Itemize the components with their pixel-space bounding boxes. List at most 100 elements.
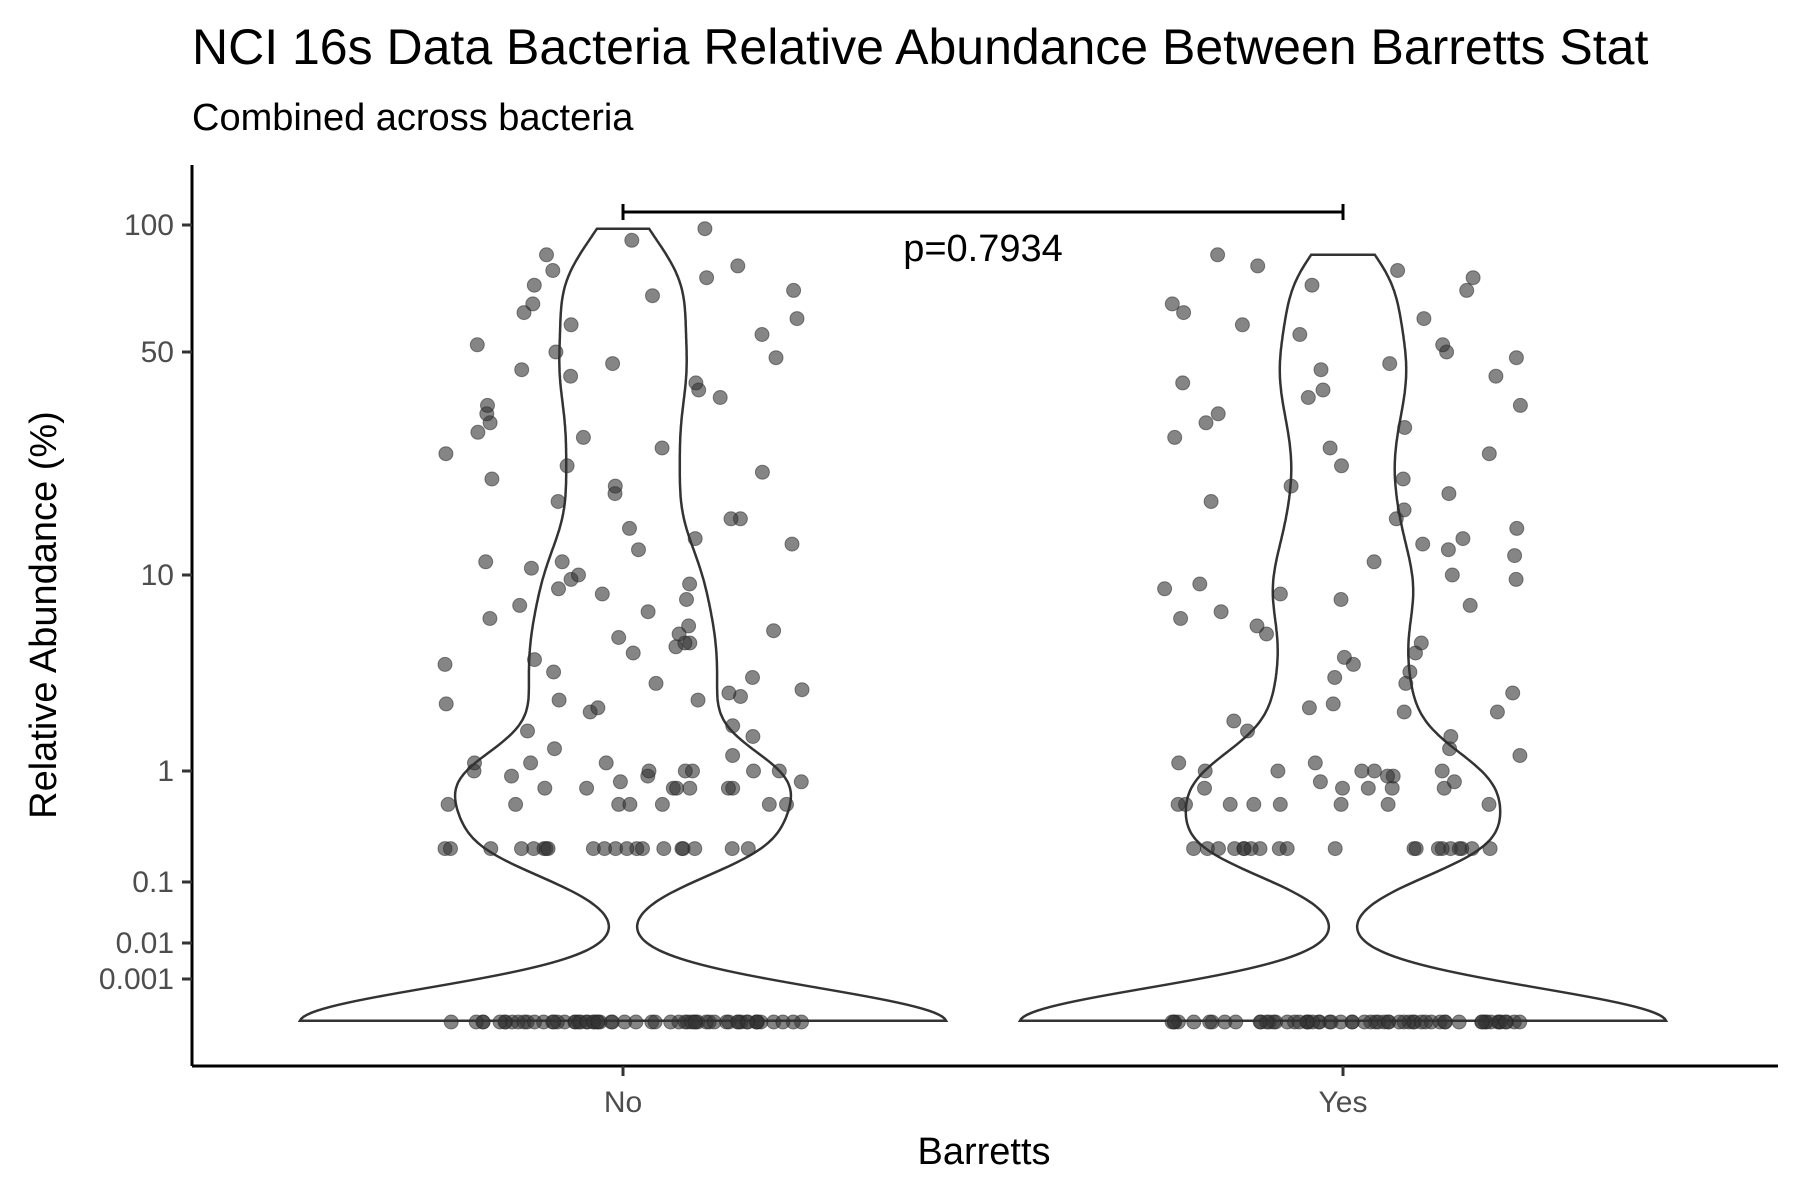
- data-point: [1413, 635, 1429, 651]
- data-point: [504, 768, 519, 784]
- data-point: [1396, 704, 1412, 720]
- data-point: [1292, 327, 1308, 342]
- data-point: [443, 841, 458, 857]
- data-point: [648, 675, 664, 691]
- data-point: [1508, 571, 1524, 587]
- data-point: [1197, 780, 1212, 796]
- data-point: [1192, 576, 1208, 592]
- data-point: [563, 317, 579, 333]
- data-point: [1507, 548, 1523, 564]
- data-point: [1167, 429, 1183, 445]
- data-point: [635, 841, 650, 857]
- data-point: [563, 368, 579, 384]
- data-point: [508, 796, 524, 812]
- data-point: [1366, 554, 1382, 570]
- data-point: [754, 327, 770, 342]
- data-point: [546, 1014, 562, 1030]
- data-point: [1397, 420, 1413, 435]
- data-point: [690, 692, 706, 708]
- data-point: [1186, 841, 1202, 857]
- data-point: [525, 296, 541, 312]
- data-point: [1222, 796, 1238, 812]
- data-point: [1396, 502, 1412, 518]
- data-point: [622, 520, 637, 536]
- data-point: [1459, 282, 1475, 298]
- data-point: [1333, 592, 1349, 607]
- data-point: [1360, 780, 1376, 796]
- data-point: [687, 841, 703, 857]
- data-point: [523, 560, 539, 576]
- data-point: [761, 796, 777, 812]
- y-tick-label: 0.001: [99, 963, 174, 996]
- data-point: [437, 656, 453, 672]
- data-point: [1390, 263, 1406, 278]
- data-point: [1512, 1014, 1528, 1030]
- data-point: [1509, 520, 1525, 536]
- data-point: [514, 841, 529, 857]
- data-point: [645, 288, 660, 304]
- data-point: [605, 356, 621, 372]
- data-point: [663, 1014, 679, 1030]
- data-point: [669, 780, 685, 796]
- data-point: [1315, 382, 1331, 398]
- data-point: [725, 718, 741, 734]
- data-point: [779, 796, 794, 812]
- data-point: [740, 1014, 756, 1030]
- data-point: [1176, 305, 1192, 321]
- data-point: [1497, 1014, 1513, 1030]
- data-point: [1157, 581, 1173, 597]
- data-point: [590, 1014, 606, 1030]
- data-point: [1395, 471, 1411, 487]
- data-point: [1202, 1014, 1218, 1030]
- data-point: [559, 458, 575, 474]
- data-point: [527, 1014, 542, 1030]
- data-point: [624, 232, 640, 248]
- data-point: [1234, 317, 1250, 333]
- data-point: [548, 344, 564, 360]
- data-point: [1380, 768, 1395, 784]
- data-point: [1249, 618, 1265, 634]
- data-point: [1382, 356, 1398, 372]
- data-point: [1512, 397, 1528, 413]
- data-point: [1380, 796, 1396, 812]
- data-point: [1173, 611, 1189, 626]
- data-point: [1246, 796, 1262, 812]
- data-point: [724, 841, 740, 857]
- data-point: [1333, 796, 1349, 812]
- data-point: [1430, 841, 1446, 857]
- data-point: [671, 626, 687, 642]
- chart-subtitle: Combined across bacteria: [192, 97, 634, 139]
- data-point: [526, 277, 542, 293]
- data-point: [794, 682, 810, 698]
- data-point: [1465, 270, 1481, 286]
- data-point: [625, 645, 641, 661]
- data-point: [1243, 841, 1259, 857]
- data-point: [1203, 494, 1219, 509]
- data-point: [793, 774, 809, 790]
- data-point: [656, 841, 672, 857]
- data-point: [679, 592, 694, 607]
- data-point: [1170, 796, 1186, 812]
- data-point: [725, 748, 741, 763]
- data-point: [440, 796, 456, 812]
- data-point: [647, 1014, 663, 1030]
- data-point: [1313, 362, 1329, 378]
- data-point: [551, 692, 567, 708]
- data-point: [1210, 406, 1226, 422]
- data-point: [1270, 763, 1286, 779]
- data-point: [1441, 486, 1457, 502]
- data-point: [607, 478, 623, 494]
- data-point: [1344, 1014, 1360, 1030]
- data-point: [628, 1014, 644, 1030]
- data-point: [1327, 670, 1343, 685]
- data-point: [688, 375, 704, 391]
- data-point: [687, 1014, 703, 1030]
- data-point: [1259, 626, 1274, 642]
- data-point: [1279, 841, 1295, 857]
- data-point: [697, 221, 713, 237]
- x-tick-label-yes: Yes: [1319, 1086, 1368, 1119]
- y-tick-label: 50: [141, 336, 174, 369]
- data-point: [1323, 1014, 1339, 1030]
- data-point: [674, 841, 690, 857]
